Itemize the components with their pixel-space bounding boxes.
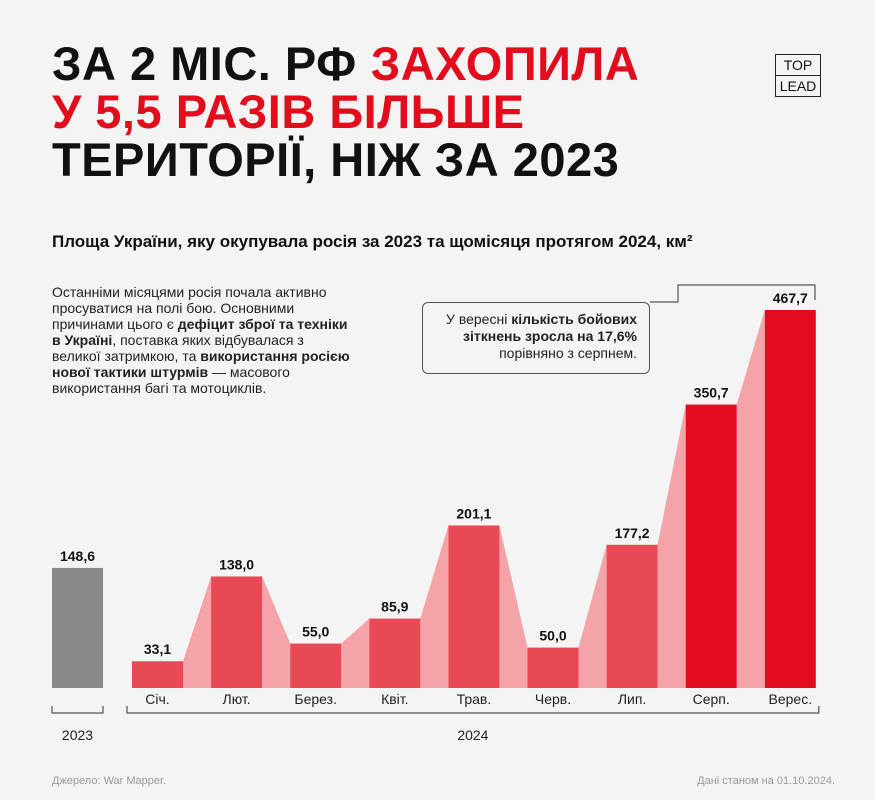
value-label: 467,7 bbox=[773, 290, 808, 306]
title-line: ЗА 2 МІС. РФ ЗАХОПИЛА bbox=[52, 40, 639, 88]
bar bbox=[764, 310, 816, 688]
bar bbox=[606, 544, 658, 688]
value-label: 85,9 bbox=[381, 599, 408, 615]
connector-area bbox=[420, 525, 449, 688]
x-tick-label: Трав. bbox=[457, 691, 492, 707]
connector-area bbox=[341, 618, 370, 688]
x-tick-label: Лют. bbox=[223, 691, 251, 707]
title-line: ТЕРИТОРІЇ, НІЖ ЗА 2023 bbox=[52, 136, 639, 184]
value-label: 350,7 bbox=[694, 385, 729, 401]
logo-top: TOP bbox=[783, 57, 813, 73]
connector-area bbox=[657, 404, 686, 688]
connector-area bbox=[499, 525, 528, 688]
group-label: 2024 bbox=[457, 727, 488, 743]
x-tick-label: Верес. bbox=[769, 691, 813, 707]
bar bbox=[369, 618, 421, 688]
x-tick-label: Берез. bbox=[294, 691, 337, 707]
value-label: 138,0 bbox=[219, 556, 254, 572]
group-bracket bbox=[126, 706, 820, 714]
bar bbox=[685, 404, 737, 688]
title-part: ТЕРИТОРІЇ, НІЖ ЗА 2023 bbox=[52, 133, 620, 186]
text: Останніми місяцями росія почала активно … bbox=[52, 284, 327, 332]
logo-bottom: LEAD bbox=[776, 75, 820, 96]
value-label: 33,1 bbox=[144, 641, 171, 657]
group-label: 2023 bbox=[62, 727, 93, 743]
bar bbox=[132, 661, 183, 688]
bold-text: використання росією нової тактики штурмі… bbox=[52, 348, 350, 380]
title-part: ЗА 2 МІС. РФ bbox=[52, 37, 357, 90]
bar bbox=[52, 567, 103, 688]
text: — масового використання багі та мотоцикл… bbox=[52, 364, 290, 396]
bold-text: кількість бойових зіткнень зросла на 17,… bbox=[463, 311, 637, 344]
title: ЗА 2 МІС. РФ ЗАХОПИЛА У 5,5 РАЗІВ БІЛЬШЕ ТЕ… bbox=[52, 40, 639, 184]
x-tick-label: Січ. bbox=[145, 691, 169, 707]
source: Джерело: War Mapper. bbox=[52, 775, 167, 787]
value-label: 148,6 bbox=[60, 548, 95, 564]
title-part: У 5,5 РАЗІВ БІЛЬШЕ bbox=[52, 85, 525, 138]
subtitle: Площа України, яку окупувала росія за 20… bbox=[52, 232, 693, 251]
title-line: У 5,5 РАЗІВ БІЛЬШЕ bbox=[52, 88, 639, 136]
text: порівняно з серпнем. bbox=[499, 345, 637, 361]
bold-text: дефіцит зброї та техніки в Україні bbox=[52, 316, 348, 348]
connector-area bbox=[736, 310, 765, 688]
x-tick-label: Квіт. bbox=[381, 691, 408, 707]
value-label: 201,1 bbox=[456, 505, 491, 521]
x-tick-label: Лип. bbox=[618, 691, 646, 707]
x-tick-label: Серп. bbox=[693, 691, 730, 707]
group-bracket bbox=[51, 706, 104, 714]
value-label: 177,2 bbox=[615, 525, 650, 541]
connector-area bbox=[183, 576, 212, 688]
bar bbox=[527, 647, 579, 688]
annotation: У вересні кількість бойових зіткнень зро… bbox=[422, 302, 650, 374]
bar bbox=[211, 576, 263, 688]
value-label: 55,0 bbox=[302, 624, 329, 640]
bar bbox=[448, 525, 500, 688]
bar bbox=[290, 643, 342, 688]
x-tick-label: Черв. bbox=[535, 691, 571, 707]
text: , поставка яких відбувалася з великої за… bbox=[52, 332, 304, 364]
logo: TOP LEAD bbox=[775, 54, 821, 97]
connector-area bbox=[262, 576, 291, 688]
connector-area bbox=[578, 544, 607, 688]
text: У вересні bbox=[446, 311, 512, 327]
description: Останніми місяцями росія почала активно … bbox=[52, 284, 352, 396]
date-note: Дані станом на 01.10.2024. bbox=[697, 775, 835, 787]
value-label: 50,0 bbox=[539, 628, 566, 644]
title-part: ЗАХОПИЛА bbox=[370, 37, 640, 90]
annotation-connector bbox=[650, 284, 816, 303]
